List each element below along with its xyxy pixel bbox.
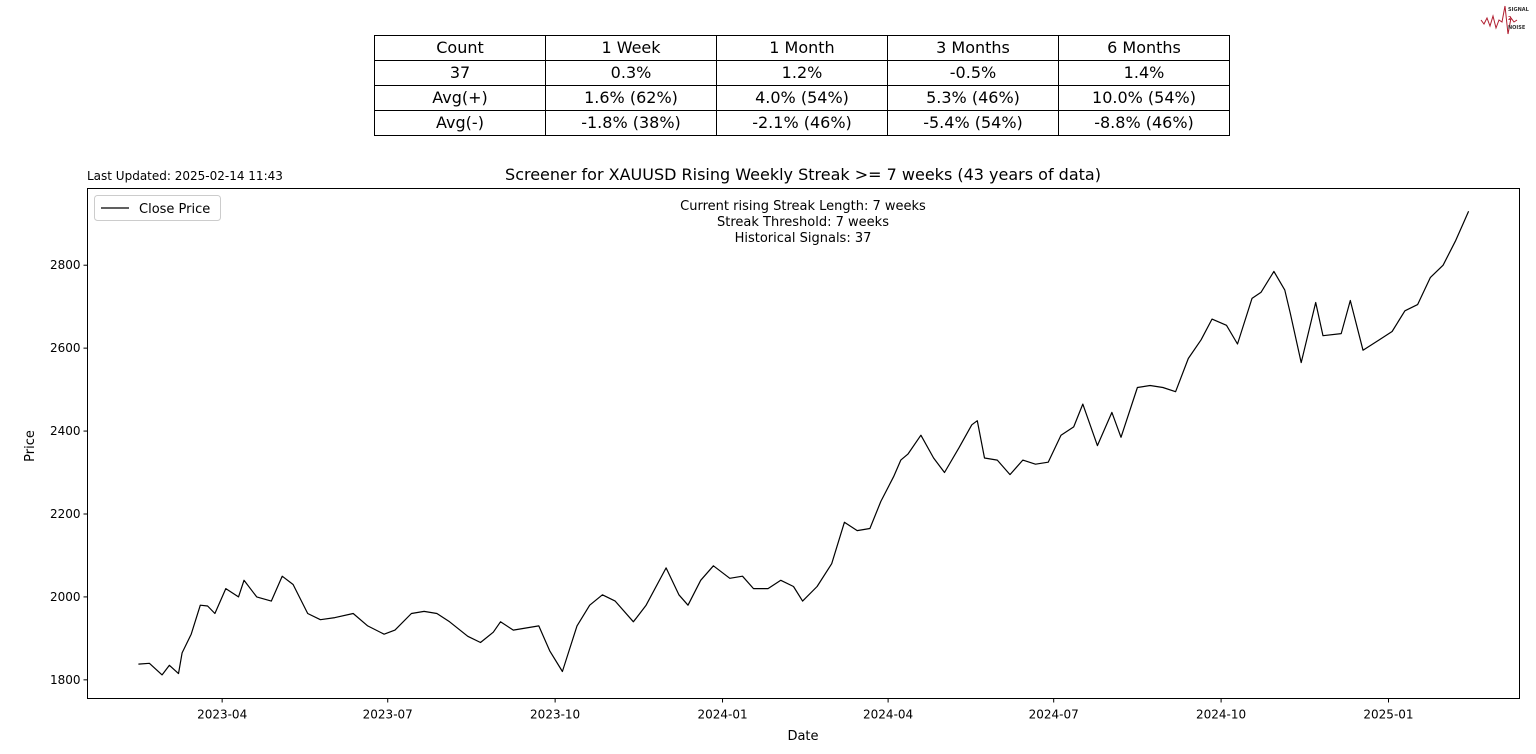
table-row: Avg(-) -1.8% (38%) -2.1% (46%) -5.4% (54%) -… bbox=[374, 110, 1230, 136]
y-tick-label: 2200 bbox=[50, 507, 81, 521]
x-tick-label: 2024-10 bbox=[1196, 708, 1246, 722]
table-cell: 10.0% (54%) bbox=[1058, 85, 1230, 111]
y-tick-label: 2600 bbox=[50, 341, 81, 355]
legend-entry: Close Price bbox=[139, 202, 210, 217]
x-tick-label: 2023-04 bbox=[197, 708, 247, 722]
x-axis-label: Date bbox=[787, 729, 818, 744]
x-tick-label: 2023-07 bbox=[363, 708, 413, 722]
y-tick-label: 2800 bbox=[50, 258, 81, 272]
table-cell: -1.8% (38%) bbox=[545, 110, 717, 136]
y-tick-label: 2000 bbox=[50, 590, 81, 604]
table-cell: -8.8% (46%) bbox=[1058, 110, 1230, 136]
y-axis-label: Price bbox=[23, 430, 38, 462]
table-header-row: Count 1 Week 1 Month 3 Months 6 Months bbox=[374, 35, 1230, 61]
chart-title: Screener for XAUUSD Rising Weekly Streak… bbox=[505, 165, 1101, 184]
logo: SIGNAL 2 NOISE bbox=[1480, 5, 1530, 35]
x-tick-label: 2024-07 bbox=[1029, 708, 1079, 722]
x-tick-label: 2023-10 bbox=[530, 708, 580, 722]
x-tick-label: 2024-04 bbox=[863, 708, 913, 722]
annotation-line: Current rising Streak Length: 7 weeks bbox=[680, 199, 926, 214]
table-cell: 1.4% bbox=[1058, 60, 1230, 86]
table-cell: 1.2% bbox=[716, 60, 888, 86]
svg-text:SIGNAL: SIGNAL bbox=[1508, 7, 1530, 13]
table-cell: -0.5% bbox=[887, 60, 1059, 86]
svg-text:2: 2 bbox=[1508, 16, 1512, 22]
close-price-line bbox=[138, 211, 1470, 676]
svg-text:NOISE: NOISE bbox=[1508, 25, 1526, 31]
stats-table: Count 1 Week 1 Month 3 Months 6 Months 37 0.3%… bbox=[374, 35, 1230, 136]
table-cell: Avg(-) bbox=[374, 110, 546, 136]
legend: Close Price bbox=[94, 195, 221, 221]
table-cell: 1.6% (62%) bbox=[545, 85, 717, 111]
plot-frame bbox=[87, 188, 1520, 699]
table-cell: 1 Week bbox=[545, 35, 717, 61]
table-cell: Count bbox=[374, 35, 546, 61]
y-tick-label: 1800 bbox=[50, 673, 81, 687]
table-row: Avg(+) 1.6% (62%) 4.0% (54%) 5.3% (46%) 10.0… bbox=[374, 85, 1230, 111]
table-cell: Avg(+) bbox=[374, 85, 546, 111]
annotation-line: Historical Signals: 37 bbox=[735, 231, 872, 246]
x-tick-label: 2025-01 bbox=[1363, 708, 1413, 722]
annotation-line: Streak Threshold: 7 weeks bbox=[717, 215, 889, 230]
last-updated: Last Updated: 2025-02-14 11:43 bbox=[87, 169, 283, 183]
table-row: 37 0.3% 1.2% -0.5% 1.4% bbox=[374, 60, 1230, 86]
x-tick-label: 2024-01 bbox=[697, 708, 747, 722]
table-cell: 3 Months bbox=[887, 35, 1059, 61]
table-cell: 0.3% bbox=[545, 60, 717, 86]
table-cell: -5.4% (54%) bbox=[887, 110, 1059, 136]
y-tick-label: 2400 bbox=[50, 424, 81, 438]
table-cell: 4.0% (54%) bbox=[716, 85, 888, 111]
table-cell: 6 Months bbox=[1058, 35, 1230, 61]
table-cell: 5.3% (46%) bbox=[887, 85, 1059, 111]
table-cell: -2.1% (46%) bbox=[716, 110, 888, 136]
